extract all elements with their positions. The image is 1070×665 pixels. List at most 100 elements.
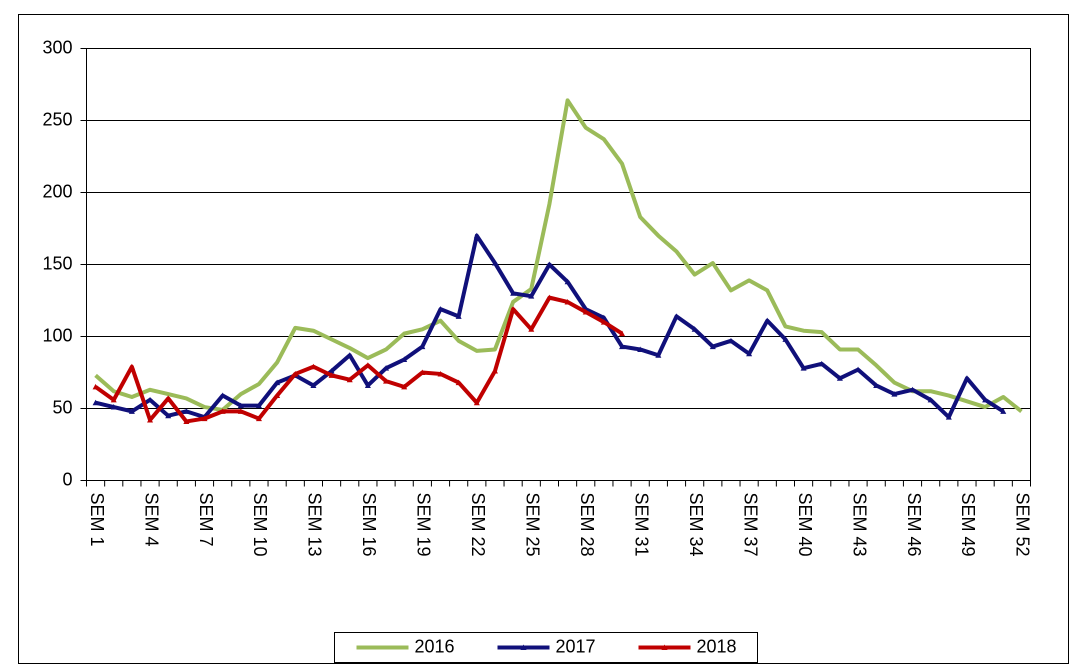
point-marker: [564, 298, 571, 305]
point-marker: [963, 375, 970, 381]
legend-label: 2018: [697, 636, 737, 656]
point-marker: [473, 232, 480, 239]
point-marker: [945, 414, 952, 420]
point-marker: [219, 408, 226, 414]
point-marker: [237, 408, 244, 414]
point-marker: [873, 382, 880, 388]
point-marker: [764, 317, 771, 324]
x-tick-label: SEM 28: [577, 493, 597, 557]
point-marker: [491, 260, 498, 266]
x-tick-label: SEM 31: [631, 493, 651, 557]
point-marker: [528, 326, 535, 332]
point-marker: [818, 360, 825, 367]
y-tick-label: 200: [42, 181, 72, 201]
y-tick-label: 300: [42, 37, 72, 57]
point-marker: [183, 408, 190, 414]
x-tick-label: SEM 49: [958, 493, 978, 557]
point-marker: [782, 336, 789, 342]
point-marker: [619, 330, 626, 337]
x-tick-label: SEM 25: [523, 493, 543, 557]
point-marker: [147, 417, 154, 423]
point-marker: [219, 392, 226, 399]
point-marker: [110, 396, 117, 403]
point-marker: [237, 402, 244, 409]
x-tick-label: SEM 22: [468, 493, 488, 557]
point-marker: [274, 392, 281, 399]
point-marker: [564, 278, 571, 285]
x-tick-label: SEM 16: [359, 493, 379, 557]
y-tick-label: 150: [42, 253, 72, 273]
x-tick-label: SEM 19: [414, 493, 434, 557]
point-marker: [128, 363, 135, 370]
point-marker: [274, 379, 281, 386]
legend-marker: [520, 644, 527, 650]
point-marker: [455, 379, 462, 386]
x-tick-label: SEM 10: [250, 493, 270, 557]
point-marker: [800, 365, 807, 371]
x-tick-label: SEM 37: [740, 493, 760, 557]
x-tick-label: SEM 34: [686, 493, 706, 557]
point-marker: [92, 399, 99, 406]
x-tick-label: SEM 1: [87, 493, 107, 547]
point-marker: [600, 319, 607, 325]
point-marker: [655, 352, 662, 358]
point-marker: [600, 314, 607, 321]
point-marker: [491, 368, 498, 374]
point-marker: [582, 309, 589, 315]
legend-marker: [661, 644, 668, 650]
y-tick-label: 50: [52, 397, 72, 417]
point-marker: [183, 418, 190, 424]
point-marker: [364, 382, 371, 388]
x-tick-label: SEM 4: [141, 493, 161, 547]
point-marker: [419, 369, 426, 375]
point-marker: [383, 365, 390, 371]
x-tick-label: SEM 7: [196, 493, 216, 547]
point-marker: [455, 313, 462, 319]
point-marker: [855, 366, 862, 373]
point-marker: [310, 382, 317, 388]
point-marker: [346, 376, 353, 383]
point-marker: [746, 350, 753, 357]
point-marker: [473, 399, 480, 406]
point-marker: [147, 396, 154, 403]
point-marker: [255, 415, 262, 422]
point-marker: [401, 356, 408, 363]
point-marker: [165, 395, 172, 401]
x-tick-label: SEM 40: [795, 493, 815, 557]
legend-label: 2016: [415, 636, 455, 656]
point-marker: [419, 343, 426, 350]
point-marker: [909, 386, 916, 393]
x-tick-label: SEM 13: [305, 493, 325, 557]
point-marker: [92, 383, 99, 390]
point-marker: [637, 346, 644, 352]
point-marker: [528, 293, 535, 299]
point-marker: [328, 372, 335, 378]
point-marker: [310, 363, 317, 370]
point-marker: [255, 402, 262, 409]
y-tick-label: 0: [62, 469, 72, 489]
x-tick-label: SEM 46: [904, 493, 924, 557]
point-marker: [128, 408, 135, 414]
x-tick-label: SEM 52: [1013, 493, 1033, 557]
point-marker: [328, 368, 335, 374]
point-marker: [727, 337, 734, 344]
point-marker: [673, 313, 680, 319]
point-marker: [982, 396, 989, 403]
point-marker: [110, 404, 117, 410]
point-marker: [691, 326, 698, 332]
point-marker: [891, 391, 898, 397]
point-marker: [619, 343, 626, 350]
point-marker: [546, 261, 553, 267]
point-marker: [1000, 408, 1007, 414]
y-tick-label: 250: [42, 109, 72, 129]
series-line: [94, 295, 624, 424]
point-marker: [437, 306, 444, 312]
legend-label: 2017: [556, 636, 596, 656]
point-marker: [927, 396, 934, 403]
point-marker: [836, 375, 843, 381]
point-marker: [364, 362, 371, 368]
point-marker: [510, 290, 517, 296]
point-marker: [383, 378, 390, 384]
point-marker: [437, 370, 444, 377]
